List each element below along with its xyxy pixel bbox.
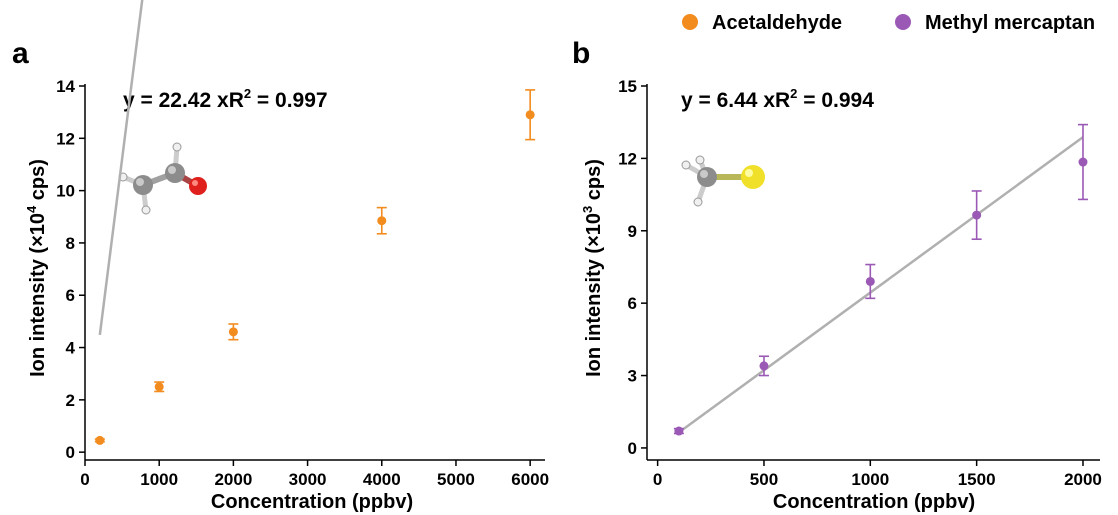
data-point-a [228,327,238,337]
x-tick-label-b: 1000 [851,470,889,489]
x-tick-label-a: 4000 [363,470,401,489]
x-tick-label-a: 6000 [511,470,549,489]
equation-b-r: R [775,89,790,112]
panel-b: b y = 6.44 xR2 = 0.994 Concentration (pp… [572,37,1102,513]
data-point-b [759,361,769,371]
y-tick-label-b: 3 [628,367,637,386]
x-tick-label-a: 1000 [140,470,178,489]
y-tick-label-b: 0 [628,439,637,458]
panel-a: a y = 22.42 xR2 = 0.997 Concentration (p… [12,0,549,513]
data-point-b [1078,157,1088,167]
x-axis-title-a: Concentration (ppbv) [211,491,413,513]
equation-a-r-sup: 2 [244,86,251,101]
data-point-b [972,210,982,220]
y-tick-label-a: 2 [66,391,75,410]
legend-label-methyl-mercaptan: Methyl mercaptan [925,12,1095,34]
y-axis-title-a: Ion intensity (×104 cps) [24,159,49,377]
y-tick-label-a: 10 [56,182,75,201]
equation-a: y = 22.42 xR2 = 0.997 [123,86,328,112]
y-tick-label-b: 15 [618,77,637,96]
y-axis-title-b-sup: 3 [580,206,595,213]
x-tick-label-b: 1500 [958,470,996,489]
y-axis-title-b: Ion intensity (×103 cps) [580,159,605,377]
x-tick-label-a: 0 [80,470,89,489]
y-tick-label-a: 14 [56,77,75,96]
fit-line-b [678,136,1084,434]
panel-label-b: b [572,37,590,70]
x-axis-title-b: Concentration (ppbv) [773,491,975,513]
y-axis-title-a-sup: 4 [24,205,39,213]
legend: Acetaldehyde Methyl mercaptan [682,12,1095,34]
equation-a-r: R [229,89,244,112]
legend-marker-methyl-mercaptan [895,14,911,30]
panel-label-a: a [12,37,29,70]
y-tick-label-a: 0 [66,443,75,462]
legend-label-acetaldehyde: Acetaldehyde [712,12,842,34]
y-tick-label-b: 12 [618,149,637,168]
x-tick-label-a: 3000 [289,470,327,489]
x-tick-label-a: 5000 [437,470,475,489]
y-axis-title-a-post: cps) [27,159,49,206]
y-tick-label-a: 8 [66,234,75,253]
equation-b-fit: y = 6.44 x [681,89,775,112]
x-tick-label-b: 500 [750,470,778,489]
equation-b-r-value: = 0.994 [797,89,874,112]
fit-line-a [98,0,144,336]
data-point-b [865,276,875,286]
equation-b-r-sup: 2 [790,86,797,101]
y-tick-label-a: 4 [66,339,76,358]
data-point-b [674,426,684,436]
legend-marker-acetaldehyde [682,14,698,30]
data-point-a [377,216,387,226]
data-point-a [525,110,535,120]
x-tick-label-a: 2000 [214,470,252,489]
equation-b: y = 6.44 xR2 = 0.994 [681,86,874,112]
y-tick-label-a: 6 [66,286,75,305]
acetaldehyde-molecule-icon [118,142,207,215]
x-tick-label-b: 2000 [1064,470,1102,489]
equation-a-fit: y = 22.42 x [123,89,229,112]
y-tick-label-a: 12 [56,129,75,148]
y-axis-title-b-pre: Ion intensity (×10 [583,213,605,377]
data-point-a [95,435,105,445]
y-axis-title-b-post: cps) [583,159,605,206]
x-tick-label-b: 0 [653,470,662,489]
y-axis-title-a-pre: Ion intensity (×10 [27,213,49,377]
methyl-mercaptan-molecule-icon [681,155,765,207]
equation-a-r-value: = 0.997 [251,89,327,112]
data-point-a [154,382,164,392]
y-tick-label-b: 6 [628,294,637,313]
y-tick-label-b: 9 [628,222,637,241]
